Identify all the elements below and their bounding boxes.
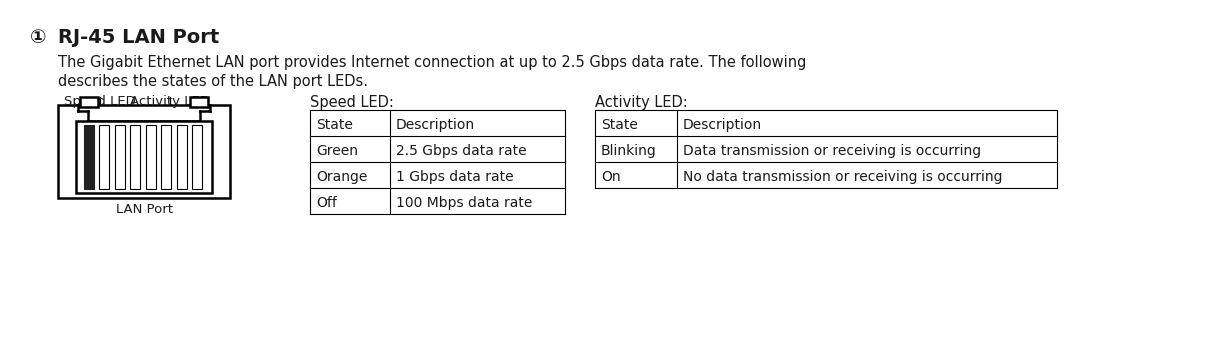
Text: Speed LED: Speed LED	[64, 95, 136, 108]
Text: The Gigabit Ethernet LAN port provides Internet connection at up to 2.5 Gbps dat: The Gigabit Ethernet LAN port provides I…	[58, 55, 807, 70]
Text: 100 Mbps data rate: 100 Mbps data rate	[396, 196, 533, 210]
Text: 1 Gbps data rate: 1 Gbps data rate	[396, 170, 513, 184]
Bar	[84, 125, 93, 189]
Bar	[99, 125, 109, 189]
Text: Activity LED: Activity LED	[130, 95, 210, 108]
Text: 2.5 Gbps data rate: 2.5 Gbps data rate	[396, 144, 527, 158]
Text: On: On	[601, 170, 620, 184]
Text: Blinking: Blinking	[601, 144, 656, 158]
Bar	[177, 125, 186, 189]
Bar	[161, 125, 171, 189]
Text: ①: ①	[30, 28, 46, 47]
Text: RJ-45 LAN Port: RJ-45 LAN Port	[58, 28, 219, 47]
Bar	[190, 97, 208, 107]
Bar	[145, 125, 156, 189]
Text: Description: Description	[683, 118, 762, 132]
Text: Data transmission or receiving is occurring: Data transmission or receiving is occurr…	[683, 144, 981, 158]
Text: State: State	[601, 118, 638, 132]
Text: Description: Description	[396, 118, 475, 132]
Text: Activity LED:: Activity LED:	[595, 95, 688, 110]
Text: LAN Port: LAN Port	[115, 203, 172, 216]
Text: Off: Off	[316, 196, 337, 210]
Bar	[80, 97, 98, 107]
Text: No data transmission or receiving is occurring: No data transmission or receiving is occ…	[683, 170, 1003, 184]
Text: State: State	[316, 118, 352, 132]
Bar	[115, 125, 125, 189]
Bar	[58, 105, 230, 198]
Bar	[130, 125, 140, 189]
Text: Orange: Orange	[316, 170, 367, 184]
Bar	[193, 125, 202, 189]
Text: describes the states of the LAN port LEDs.: describes the states of the LAN port LED…	[58, 74, 368, 89]
Bar	[76, 121, 212, 193]
Text: Green: Green	[316, 144, 358, 158]
Text: Speed LED:: Speed LED:	[310, 95, 394, 110]
